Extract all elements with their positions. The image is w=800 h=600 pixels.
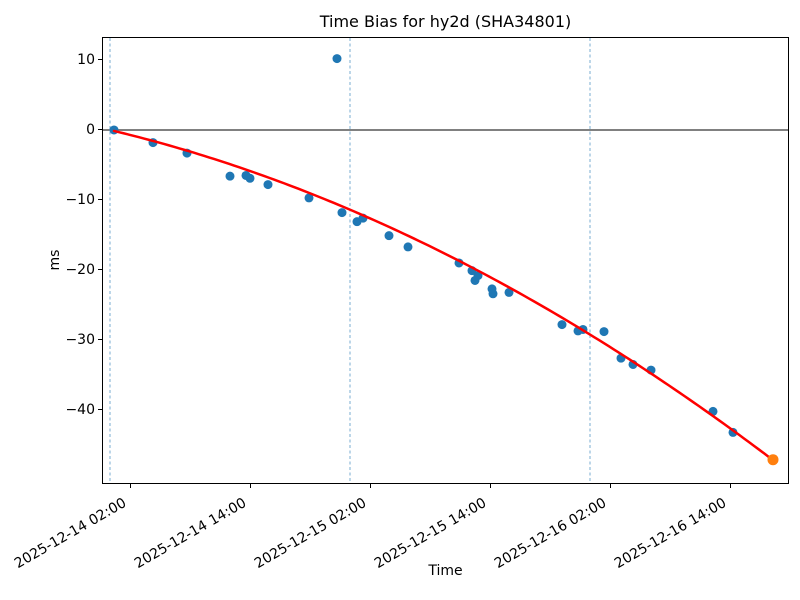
y-tick-label: −10 (65, 191, 95, 208)
data-point (245, 173, 255, 183)
y-tick-label: −20 (65, 261, 95, 278)
data-point (473, 271, 483, 281)
endpoint-marker (767, 454, 779, 466)
data-point (332, 54, 342, 64)
chart-title: Time Bias for hy2d (SHA34801) (319, 12, 572, 31)
data-point (337, 208, 347, 218)
x-tick-mark (249, 484, 251, 488)
data-point (599, 327, 609, 337)
plot-area (102, 37, 789, 484)
x-tick-label-text: 2025-12-15 02:00 (251, 495, 369, 572)
data-point (263, 180, 273, 190)
x-tick-mark (489, 484, 491, 488)
y-tick-mark (98, 199, 102, 201)
data-point (225, 171, 235, 181)
x-tick-label-text: 2025-12-14 14:00 (131, 495, 249, 572)
x-tick-label-text: 2025-12-14 02:00 (11, 495, 129, 572)
y-tick-label: −40 (65, 401, 95, 418)
y-tick-mark (98, 129, 102, 131)
x-tick-mark (369, 484, 371, 488)
x-tick-mark (129, 484, 131, 488)
x-tick-mark (729, 484, 731, 488)
x-tick-label-text: 2025-12-16 14:00 (611, 495, 729, 572)
y-tick-label: 10 (77, 51, 95, 68)
data-point (557, 320, 567, 330)
x-tick-label-text: 2025-12-16 02:00 (491, 495, 609, 572)
y-tick-mark (98, 269, 102, 271)
x-tick-label-text: 2025-12-15 14:00 (371, 495, 489, 572)
y-tick-mark (98, 339, 102, 341)
data-point (304, 193, 314, 203)
x-tick-mark (609, 484, 611, 488)
data-point (403, 242, 413, 252)
data-point (504, 287, 514, 297)
y-tick-label: 0 (86, 121, 95, 138)
x-axis-label: Time (428, 563, 463, 579)
plot-canvas (103, 38, 788, 483)
data-point (488, 289, 498, 299)
fit-curve (112, 129, 771, 459)
y-tick-mark (98, 409, 102, 411)
y-tick-label: −30 (65, 331, 95, 348)
data-point (384, 231, 394, 241)
y-tick-mark (98, 59, 102, 61)
